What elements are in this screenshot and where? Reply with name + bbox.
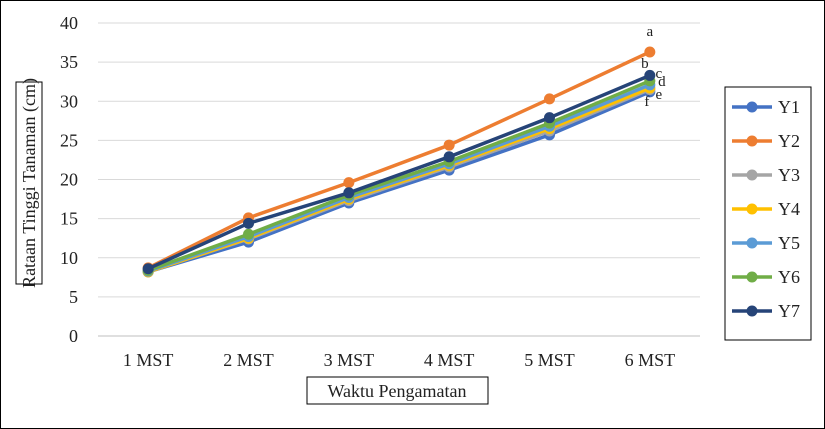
x-tick-label: 6 MST bbox=[625, 350, 676, 370]
x-tick-label: 2 MST bbox=[223, 350, 274, 370]
data-point bbox=[142, 263, 154, 275]
data-point bbox=[644, 69, 656, 81]
data-point bbox=[243, 217, 254, 229]
x-tick-label: 3 MST bbox=[324, 350, 375, 370]
series-line bbox=[147, 90, 651, 274]
data-point bbox=[343, 187, 355, 199]
series-line bbox=[147, 79, 651, 272]
y-tick-label: 5 bbox=[69, 287, 78, 307]
series-line bbox=[147, 50, 651, 270]
x-tick-label: 5 MST bbox=[524, 350, 575, 370]
y-tick-label: 30 bbox=[60, 91, 78, 111]
series-y2 bbox=[142, 46, 656, 274]
series-y7 bbox=[142, 69, 656, 275]
legend-item-y7: Y7 bbox=[732, 301, 800, 321]
legend-swatch-marker bbox=[746, 169, 758, 181]
legend-swatch-marker bbox=[746, 135, 758, 147]
y-tick-label: 15 bbox=[60, 209, 78, 229]
legend-item-y3: Y3 bbox=[732, 165, 800, 185]
y-tick-label: 25 bbox=[60, 130, 78, 150]
annotation-letter: e bbox=[655, 87, 662, 103]
series-line bbox=[147, 73, 651, 271]
legend: Y1 Y2 Y3 Y4 Y5 Y6 Y7 bbox=[724, 86, 812, 341]
y-axis-label: Rataan Tinggi Tanaman (cm) bbox=[19, 78, 40, 288]
data-point bbox=[544, 112, 555, 124]
data-point bbox=[443, 151, 455, 163]
y-axis: 0 5 10 15 20 25 30 35 40 bbox=[60, 13, 78, 346]
legend-item-y4: Y4 bbox=[732, 199, 800, 219]
legend-label: Y4 bbox=[778, 199, 800, 219]
legend-swatch-marker bbox=[746, 237, 758, 249]
series-lines bbox=[142, 46, 656, 278]
annotation-letter: d bbox=[658, 74, 666, 90]
data-point bbox=[644, 46, 656, 58]
annotation-letter: c bbox=[655, 66, 662, 82]
x-axis: 1 MST 2 MST 3 MST 4 MST 5 MST 6 MST bbox=[98, 335, 700, 370]
x-axis-label: Waktu Pengamatan bbox=[327, 381, 466, 401]
y-tick-label: 35 bbox=[60, 52, 78, 72]
legend-label: Y7 bbox=[778, 301, 800, 321]
data-point bbox=[243, 228, 254, 240]
legend-label: Y6 bbox=[778, 267, 800, 287]
legend-item-y5: Y5 bbox=[732, 233, 800, 253]
legend-swatch-marker bbox=[746, 101, 758, 113]
gridlines bbox=[98, 22, 700, 298]
y-tick-label: 20 bbox=[60, 170, 78, 190]
annotation-letter: b bbox=[641, 56, 649, 72]
data-point bbox=[343, 177, 355, 189]
legend-item-y1: Y1 bbox=[732, 97, 800, 117]
data-point bbox=[443, 139, 455, 151]
data-point bbox=[544, 93, 555, 105]
legend-swatch-marker bbox=[746, 305, 758, 317]
y-tick-label: 40 bbox=[60, 13, 78, 33]
legend-item-y6: Y6 bbox=[732, 267, 800, 287]
legend-label: Y2 bbox=[778, 131, 800, 151]
legend-label: Y3 bbox=[778, 165, 800, 185]
annotation-letter: f bbox=[644, 94, 649, 110]
y-axis-title: Rataan Tinggi Tanaman (cm) bbox=[15, 78, 43, 288]
legend-item-y2: Y2 bbox=[732, 131, 800, 151]
legend-swatch-marker bbox=[746, 203, 758, 215]
x-axis-title: Waktu Pengamatan bbox=[306, 376, 489, 405]
legend-label: Y5 bbox=[778, 233, 800, 253]
y-tick-label: 0 bbox=[69, 326, 78, 346]
x-tick-label: 4 MST bbox=[424, 350, 475, 370]
annotation-letter: a bbox=[646, 24, 653, 40]
series-line bbox=[147, 83, 651, 273]
y-tick-label: 10 bbox=[60, 248, 78, 268]
legend-label: Y1 bbox=[778, 97, 800, 117]
legend-swatch-marker bbox=[746, 271, 758, 283]
x-tick-label: 1 MST bbox=[123, 350, 174, 370]
